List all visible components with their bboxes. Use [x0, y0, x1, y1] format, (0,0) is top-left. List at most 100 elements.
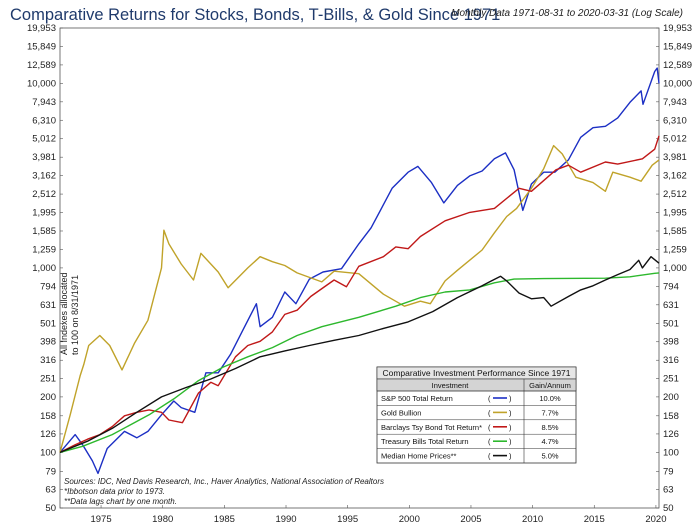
- y-tick-label-left: 10,000: [27, 78, 56, 89]
- y-tick-label-left: 5,012: [32, 134, 56, 145]
- y-tick-label-left: 15,849: [27, 41, 56, 52]
- y-tick-label-left: 631: [40, 300, 56, 311]
- y-tick-label-right: 19,953: [663, 23, 692, 34]
- table-row-swatch-open: (: [488, 437, 491, 446]
- y-tick-label-left: 7,943: [32, 97, 56, 108]
- y-tick-label-right: 2,512: [663, 189, 687, 200]
- table-row-swatch-close: ): [509, 408, 512, 417]
- table-row-label: Treasury Bills Total Return: [381, 437, 469, 446]
- y-tick-label-left: 126: [40, 429, 56, 440]
- x-tick-label: 2020: [645, 514, 666, 525]
- table-row-label: Gold Bullion: [381, 408, 421, 417]
- y-tick-label-right: 1,585: [663, 226, 687, 237]
- x-tick-label: 2000: [399, 514, 420, 525]
- y-tick-label-left: 251: [40, 374, 56, 385]
- table-row-label: Median Home Prices**: [381, 452, 457, 461]
- y-tick-label-right: 50: [663, 503, 674, 514]
- y-tick-label-right: 251: [663, 374, 679, 385]
- y-tick-label-right: 12,589: [663, 60, 692, 71]
- y-tick-label-right: 1,995: [663, 208, 687, 219]
- x-tick-label: 2015: [584, 514, 605, 525]
- table-row-swatch-open: (: [488, 394, 491, 403]
- y-tick-label-right: 3,162: [663, 171, 687, 182]
- y-tick-label-right: 10,000: [663, 78, 692, 89]
- table-row-swatch-open: (: [488, 423, 491, 432]
- series-line-s-p-500-total-return: [59, 67, 660, 475]
- y-tick-labels-left: 50 63 79 100 126 158 200 251 316 398 501 631 794 1,00…: [27, 23, 63, 514]
- sources-note: Sources: IDC, Ned Davis Research, Inc., …: [64, 477, 384, 506]
- table-row-swatch-close: ): [509, 452, 512, 461]
- x-tick-label: 1975: [90, 514, 111, 525]
- y-tick-label-left: 398: [40, 337, 56, 348]
- y-tick-label-right: 1,259: [663, 244, 687, 255]
- x-tick-label: 2005: [460, 514, 481, 525]
- y-tick-label-left: 2,512: [32, 189, 56, 200]
- y-axis-note-line-2: to 100 on 8/31/1971: [70, 275, 80, 355]
- y-tick-label-right: 158: [663, 411, 679, 422]
- y-tick-label-right: 15,849: [663, 41, 692, 52]
- series-lines: [59, 67, 660, 475]
- y-tick-label-right: 794: [663, 281, 679, 292]
- x-tick-label: 1990: [275, 514, 296, 525]
- y-tick-label-right: 63: [663, 484, 674, 495]
- chart-title: Comparative Returns for Stocks, Bonds, T…: [10, 6, 501, 24]
- table-header-investment: Investment: [432, 381, 470, 390]
- table-row-label: S&P 500 Total Return: [381, 394, 453, 403]
- table-row-label: Barclays Tsy Bond Tot Return*: [381, 423, 482, 432]
- y-tick-label-left: 158: [40, 411, 56, 422]
- y-tick-label-left: 79: [45, 466, 56, 477]
- y-tick-label-right: 398: [663, 337, 679, 348]
- y-axis-note: All Indexes allocated to 100 on 8/31/197…: [59, 272, 80, 355]
- y-tick-label-right: 7,943: [663, 97, 687, 108]
- table-row-swatch-open: (: [488, 408, 491, 417]
- x-tick-label: 1980: [152, 514, 173, 525]
- sources-line-2: *Ibbotson data prior to 1973.: [64, 487, 165, 496]
- y-tick-label-right: 6,310: [663, 115, 687, 126]
- table-row-value: 10.0%: [539, 394, 561, 403]
- x-tick-label: 1995: [337, 514, 358, 525]
- sources-line-1: Sources: IDC, Ned Davis Research, Inc., …: [64, 477, 384, 486]
- x-tick-label: 1985: [214, 514, 235, 525]
- table-header-gain: Gain/Annum: [529, 381, 571, 390]
- series-line-barclays-tsy-bond-tot-return: [59, 135, 660, 454]
- y-tick-label-left: 100: [40, 447, 56, 458]
- x-tick-label: 2010: [522, 514, 543, 525]
- y-tick-label-right: 1,000: [663, 263, 687, 274]
- y-tick-label-right: 200: [663, 392, 679, 403]
- y-tick-label-right: 3,981: [663, 152, 687, 163]
- y-tick-label-right: 5,012: [663, 134, 687, 145]
- y-tick-label-left: 50: [45, 503, 56, 514]
- chart-subtitle: Monthly Data 1971-08-31 to 2020-03-31 (L…: [451, 8, 683, 19]
- table-row-value: 5.0%: [541, 452, 558, 461]
- x-tick-labels: 1975 1980 1985 1990 1995 2000 2005 2010 2015 2020: [90, 505, 666, 525]
- series-line-median-home-prices: [59, 256, 660, 454]
- y-tick-label-right: 126: [663, 429, 679, 440]
- y-tick-label-right: 631: [663, 300, 679, 311]
- y-tick-label-left: 794: [40, 281, 56, 292]
- y-tick-label-left: 63: [45, 484, 56, 495]
- table-title: Comparative Investment Performance Since…: [382, 368, 570, 378]
- series-line-gold-bullion: [59, 144, 660, 453]
- y-tick-label-left: 3,162: [32, 171, 56, 182]
- y-tick-label-left: 200: [40, 392, 56, 403]
- table-row-value: 4.7%: [541, 437, 558, 446]
- y-tick-label-left: 1,259: [32, 244, 56, 255]
- table-row-value: 8.5%: [541, 423, 558, 432]
- y-tick-label-right: 316: [663, 355, 679, 366]
- y-tick-label-left: 501: [40, 318, 56, 329]
- sources-line-3: **Data lags chart by one month.: [64, 497, 177, 506]
- table-row-value: 7.7%: [541, 408, 558, 417]
- y-tick-label-left: 1,585: [32, 226, 56, 237]
- table-row-swatch-close: ): [509, 437, 512, 446]
- y-tick-labels-right: 50 63 79 100 126 158 200 251 316 398 501 631 794 1,00…: [656, 23, 692, 514]
- y-tick-label-left: 12,589: [27, 60, 56, 71]
- y-tick-label-left: 1,995: [32, 208, 56, 219]
- series-line-treasury-bills-total-return: [59, 272, 660, 454]
- table-rows: S&P 500 Total Return () 10.0% Gold Bullion (…: [377, 390, 576, 461]
- y-axis-note-line-1: All Indexes allocated: [59, 272, 69, 355]
- table-row-swatch-close: ): [509, 394, 512, 403]
- y-tick-label-left: 6,310: [32, 115, 56, 126]
- y-tick-label-left: 316: [40, 355, 56, 366]
